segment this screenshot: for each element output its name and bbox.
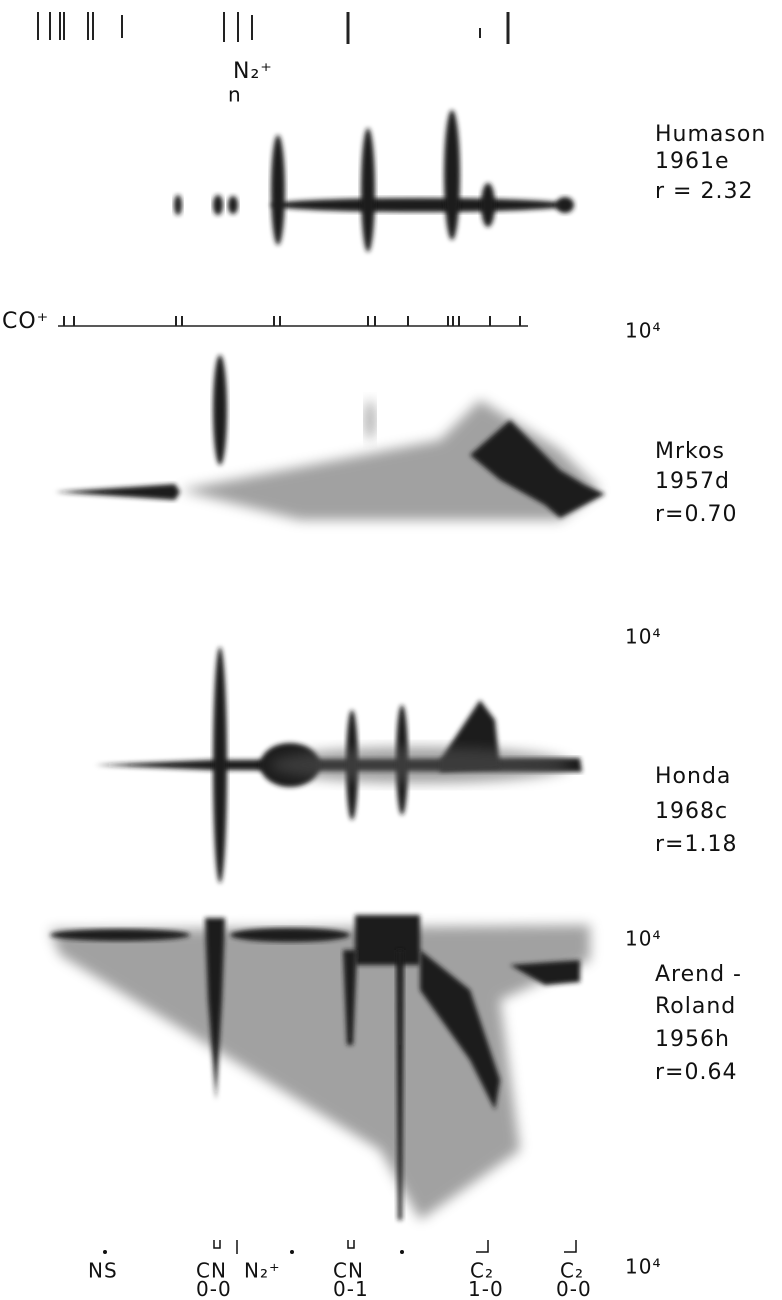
line-label: 0-0	[196, 1277, 232, 1300]
spectrum-name: Humason	[655, 122, 766, 147]
spectrum-mrkos	[55, 355, 605, 520]
spectrum-r: r=1.18	[655, 832, 737, 857]
line-label: CN	[333, 1259, 364, 1283]
scale-label: 10⁴	[625, 927, 661, 951]
line-label: N₂⁺	[244, 1259, 281, 1283]
spectrum-name: Arend -	[655, 962, 742, 987]
ion-note: n	[228, 83, 242, 107]
co-lines	[58, 316, 528, 327]
line-label: CN	[196, 1259, 227, 1283]
co-label: CO⁺	[2, 309, 49, 334]
line-label: C₂	[470, 1259, 494, 1283]
line-label: NS	[88, 1259, 118, 1283]
spectrum-honda	[95, 647, 582, 883]
spectrum-name: 1957d	[655, 469, 730, 494]
spectrum-r: r = 2.32	[655, 179, 753, 204]
spectrum-r: r=0.64	[655, 1060, 737, 1085]
spectrum-name: 1961e	[655, 149, 730, 174]
scale-label: 10⁴	[625, 319, 661, 343]
spectrum-name: Mrkos	[655, 439, 725, 464]
spectrum-r: r=0.70	[655, 502, 737, 527]
marks	[103, 1240, 577, 1254]
line-label: C₂	[560, 1259, 584, 1283]
line-label: 0-0	[556, 1277, 592, 1300]
ion-label: N₂⁺	[233, 59, 273, 84]
spectrum-name: Roland	[655, 994, 736, 1019]
scale-label: 10⁴	[625, 625, 661, 649]
spectrum-name: 1956h	[655, 1027, 730, 1052]
line-label: 1-0	[468, 1277, 504, 1300]
line-label: 0-1	[333, 1277, 369, 1300]
spectrum-name: 1968c	[655, 799, 728, 824]
scale-label: 10⁴	[625, 1255, 661, 1279]
spectrum-arend-roland	[50, 915, 590, 1220]
spectrum-name: Honda	[655, 764, 731, 789]
comparison-lines	[37, 12, 510, 44]
spectrum-humason	[174, 110, 574, 252]
